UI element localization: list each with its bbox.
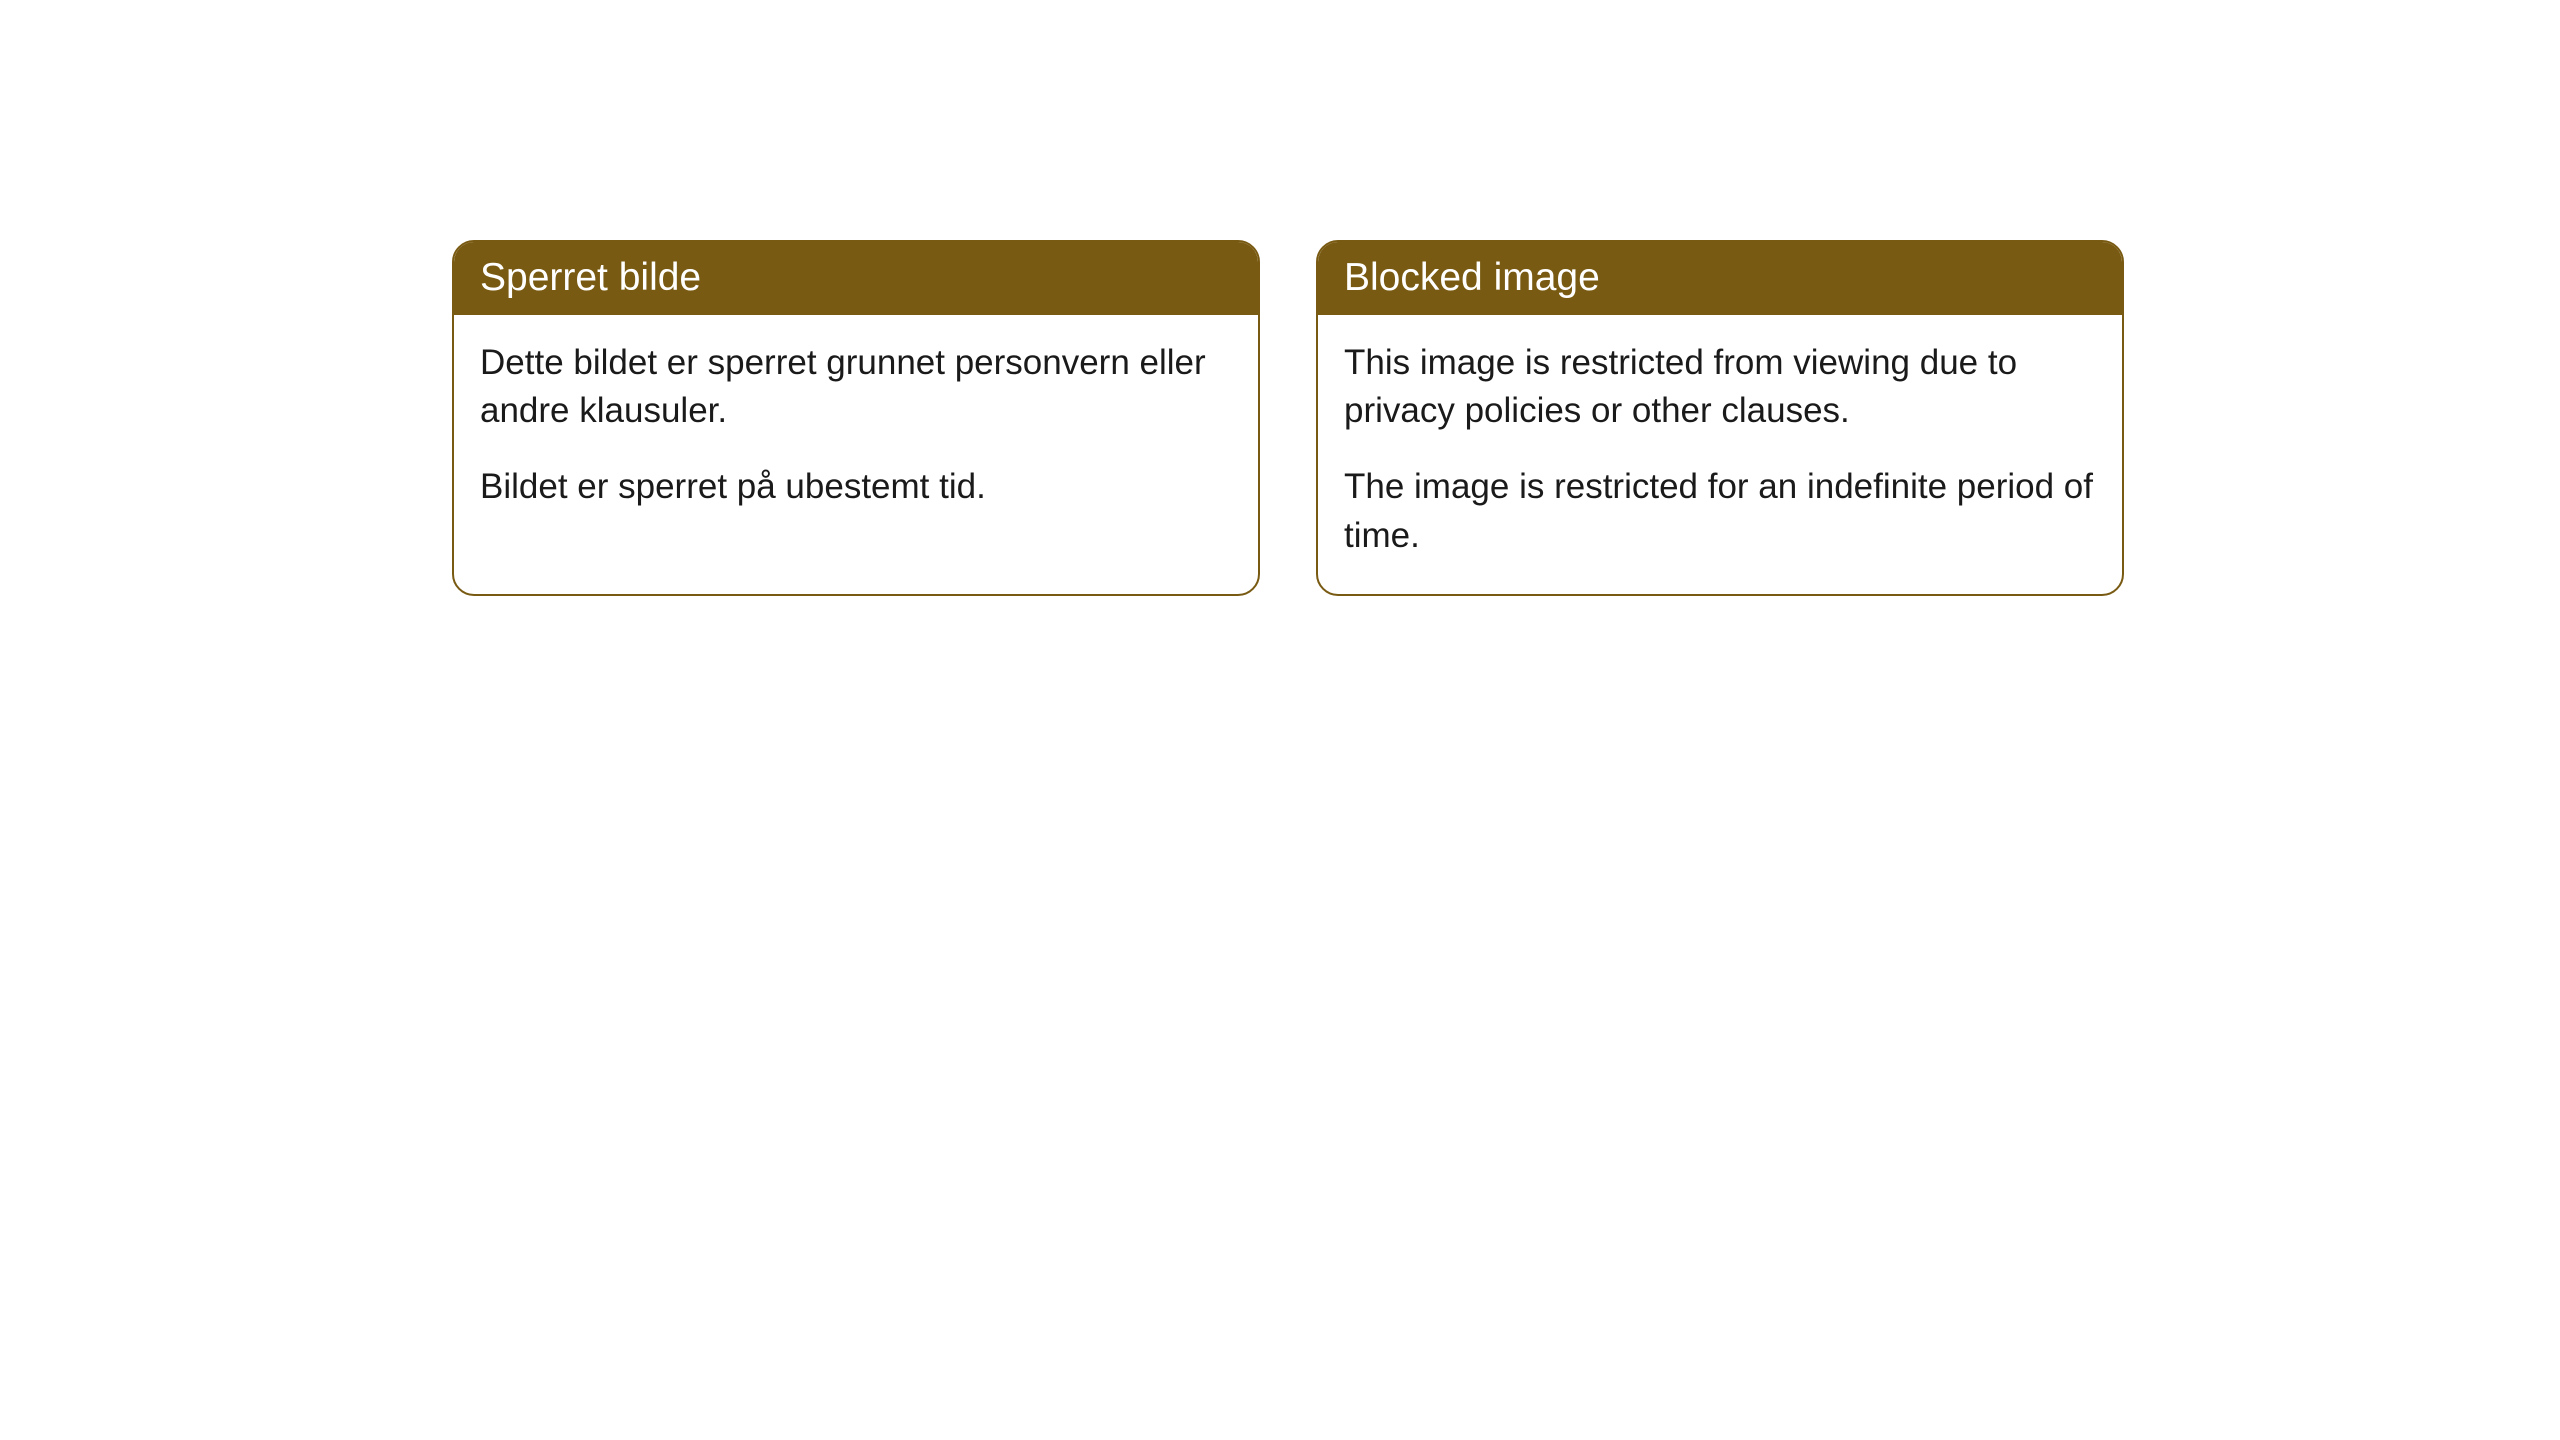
blocked-image-card-english: Blocked image This image is restricted f… [1316,240,2124,596]
notice-paragraph-1: Dette bildet er sperret grunnet personve… [480,339,1232,436]
card-header-english: Blocked image [1318,242,2122,315]
card-header-norwegian: Sperret bilde [454,242,1258,315]
notice-cards-container: Sperret bilde Dette bildet er sperret gr… [452,240,2124,596]
notice-paragraph-2: The image is restricted for an indefinit… [1344,463,2096,560]
card-body-english: This image is restricted from viewing du… [1318,315,2122,594]
blocked-image-card-norwegian: Sperret bilde Dette bildet er sperret gr… [452,240,1260,596]
card-title: Blocked image [1344,256,1600,299]
card-title: Sperret bilde [480,256,701,299]
notice-paragraph-1: This image is restricted from viewing du… [1344,339,2096,436]
card-body-norwegian: Dette bildet er sperret grunnet personve… [454,315,1258,546]
notice-paragraph-2: Bildet er sperret på ubestemt tid. [480,463,1232,511]
